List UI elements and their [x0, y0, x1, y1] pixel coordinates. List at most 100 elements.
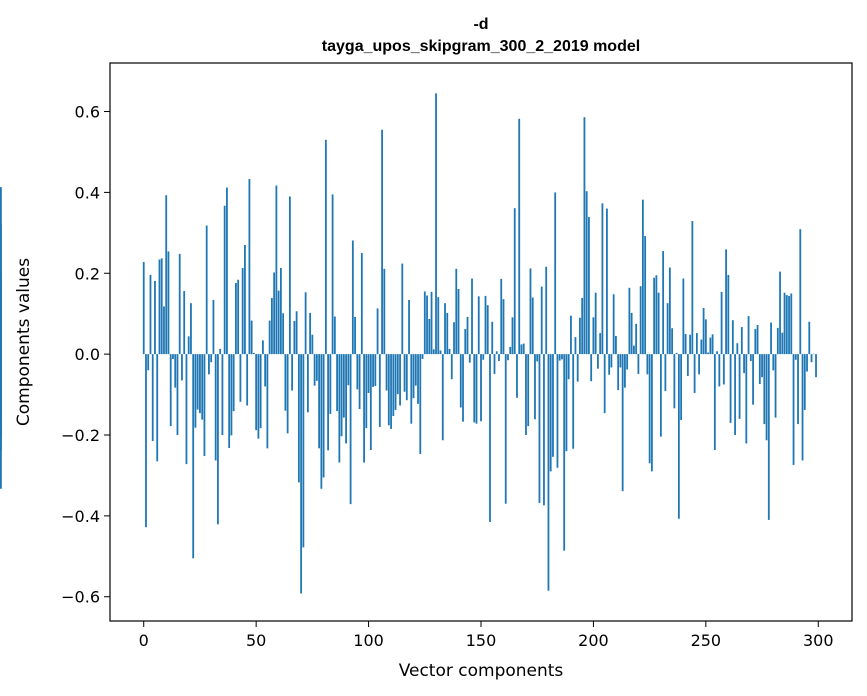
bar-234	[668, 267, 671, 355]
bar-41	[235, 282, 237, 355]
bar-143	[464, 329, 467, 355]
bar-250	[704, 319, 707, 355]
bar-138	[453, 322, 455, 355]
bar-121	[414, 354, 417, 386]
bar-208	[610, 354, 613, 368]
bar-206	[606, 208, 608, 355]
bar-123	[419, 354, 422, 454]
bar-275	[761, 354, 763, 378]
bar-173	[531, 297, 534, 355]
bar-103	[374, 354, 377, 387]
bar-undefined	[0, 354, 2, 489]
plot-frame	[109, 62, 853, 622]
bar-23	[194, 354, 197, 428]
bar-93	[351, 240, 354, 355]
chart-subtitle: tayga_upos_skipgram_300_2_2019 model	[322, 38, 640, 55]
bar-105	[378, 354, 381, 427]
bar-245	[693, 354, 696, 393]
bars-group	[0, 93, 817, 594]
bar-76	[313, 354, 316, 386]
bar-231	[662, 251, 665, 355]
bar-224	[646, 354, 649, 375]
bar-230	[659, 354, 662, 437]
bar-211	[617, 354, 620, 391]
bar-166	[516, 354, 518, 398]
bar-223	[644, 236, 647, 355]
bar-243	[689, 334, 692, 355]
bar-192	[574, 337, 577, 355]
bar-171	[527, 354, 530, 427]
bar-32	[214, 354, 217, 461]
bar-270	[749, 354, 752, 361]
bar-155	[491, 321, 494, 355]
bar-240	[682, 278, 685, 355]
bar-281	[774, 354, 777, 418]
bar-89	[342, 354, 345, 418]
y-tick-label: 0.0	[75, 345, 100, 364]
bar-144	[466, 316, 469, 355]
bar-147	[473, 354, 476, 423]
y-tick-label: 0.6	[75, 103, 100, 122]
bar-145	[468, 354, 471, 363]
bar-107	[383, 268, 386, 355]
bar-256	[718, 354, 721, 387]
bar-262	[731, 320, 734, 355]
bar-189	[567, 354, 570, 380]
bar-282	[776, 327, 779, 355]
bar-95	[356, 354, 359, 390]
bar-265	[738, 354, 741, 419]
bar-204	[601, 203, 604, 355]
bar-77	[315, 354, 318, 381]
bar-255	[716, 351, 718, 355]
bar-92	[349, 354, 352, 505]
bar-85	[333, 316, 336, 355]
bar-239	[680, 354, 683, 421]
bar-undefined	[0, 354, 2, 421]
bar-12	[169, 354, 172, 427]
bar-258	[722, 354, 725, 385]
bar-139	[455, 268, 458, 355]
bar-108	[385, 354, 388, 391]
bar-242	[686, 354, 689, 376]
y-tick-label: 0.4	[75, 183, 100, 202]
y-axis-ticks: −0.6 −0.4 −0.2 0.0 0.2 0.4 0.6	[61, 103, 110, 607]
bar-0	[142, 261, 145, 355]
bar-287	[788, 295, 790, 355]
bar-229	[657, 292, 660, 355]
bar-42	[237, 279, 240, 355]
bar-6	[156, 354, 159, 462]
bar-24	[196, 354, 199, 410]
bar-46	[246, 354, 249, 406]
x-tick-label: 0	[139, 631, 149, 650]
bar-194	[579, 317, 581, 355]
bar-undefined	[0, 354, 2, 373]
bar-286	[785, 295, 788, 355]
bar-56	[268, 320, 271, 355]
bar-82	[327, 354, 329, 451]
bar-213	[621, 354, 624, 492]
bar-156	[493, 354, 496, 374]
bar-38	[228, 354, 231, 448]
bar-150	[480, 354, 482, 422]
bar-283	[779, 271, 781, 355]
bar-207	[608, 354, 611, 375]
bar-200	[592, 317, 595, 355]
bar-252	[709, 337, 712, 355]
bar-233	[666, 303, 669, 355]
bar-284	[781, 332, 784, 355]
bar-186	[561, 354, 563, 360]
x-tick-label: 300	[803, 631, 834, 650]
bar-48	[250, 320, 253, 355]
bar-202	[597, 354, 599, 369]
bar-5	[154, 280, 156, 355]
bar-174	[534, 354, 536, 420]
bar-70	[300, 354, 303, 594]
x-axis-label: Vector components	[399, 661, 564, 681]
bar-269	[747, 316, 750, 355]
bar-157	[495, 351, 498, 355]
bar-131	[437, 297, 440, 355]
bar-268	[745, 354, 748, 444]
bar-285	[783, 292, 786, 355]
bar-291	[797, 354, 799, 425]
